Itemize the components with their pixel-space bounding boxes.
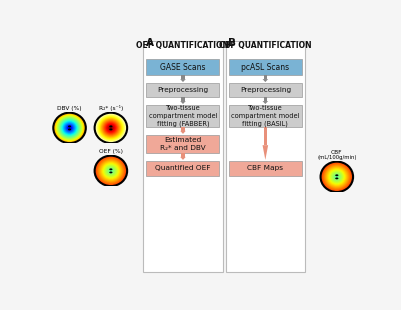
FancyBboxPatch shape bbox=[264, 127, 267, 145]
Text: GASE Scans: GASE Scans bbox=[160, 63, 206, 72]
Text: Quantified OEF: Quantified OEF bbox=[155, 166, 211, 171]
Text: Two-tissue
compartment model
fitting (BASIL): Two-tissue compartment model fitting (BA… bbox=[231, 105, 300, 127]
Text: Preprocessing: Preprocessing bbox=[240, 87, 291, 93]
FancyBboxPatch shape bbox=[146, 105, 219, 127]
Polygon shape bbox=[263, 145, 268, 160]
FancyBboxPatch shape bbox=[181, 127, 184, 131]
FancyBboxPatch shape bbox=[146, 59, 219, 75]
Text: DBV (%): DBV (%) bbox=[57, 106, 82, 111]
Text: Two-tissue
compartment model
fitting (FABBER): Two-tissue compartment model fitting (FA… bbox=[149, 105, 217, 127]
FancyBboxPatch shape bbox=[181, 75, 184, 79]
FancyBboxPatch shape bbox=[146, 83, 219, 97]
FancyBboxPatch shape bbox=[181, 97, 184, 101]
Text: B: B bbox=[228, 38, 236, 48]
Text: CBF Maps: CBF Maps bbox=[247, 166, 284, 171]
FancyBboxPatch shape bbox=[229, 59, 302, 75]
Polygon shape bbox=[180, 157, 186, 160]
FancyBboxPatch shape bbox=[146, 161, 219, 176]
Text: Estimated
R₂* and DBV: Estimated R₂* and DBV bbox=[160, 137, 206, 151]
Text: A: A bbox=[146, 38, 154, 48]
FancyBboxPatch shape bbox=[229, 105, 302, 127]
FancyBboxPatch shape bbox=[229, 83, 302, 97]
FancyBboxPatch shape bbox=[264, 75, 267, 79]
FancyBboxPatch shape bbox=[181, 153, 184, 157]
Text: Preprocessing: Preprocessing bbox=[158, 87, 209, 93]
FancyBboxPatch shape bbox=[229, 161, 302, 176]
FancyBboxPatch shape bbox=[226, 41, 305, 272]
Text: OEF (%): OEF (%) bbox=[99, 149, 123, 154]
Polygon shape bbox=[180, 101, 186, 104]
Text: OEF QUANTIFICATION: OEF QUANTIFICATION bbox=[136, 41, 229, 50]
Text: CBF: CBF bbox=[331, 150, 342, 155]
FancyBboxPatch shape bbox=[144, 41, 223, 272]
FancyBboxPatch shape bbox=[264, 97, 267, 101]
FancyBboxPatch shape bbox=[146, 135, 219, 153]
Text: CBF QUANTIFICATION: CBF QUANTIFICATION bbox=[219, 41, 312, 50]
Text: R₂* (s⁻¹): R₂* (s⁻¹) bbox=[99, 105, 123, 111]
Text: pcASL Scans: pcASL Scans bbox=[241, 63, 290, 72]
Polygon shape bbox=[263, 79, 268, 82]
Polygon shape bbox=[180, 79, 186, 82]
Polygon shape bbox=[180, 131, 186, 134]
Polygon shape bbox=[263, 101, 268, 104]
Text: (mL/100g/min): (mL/100g/min) bbox=[317, 155, 356, 160]
